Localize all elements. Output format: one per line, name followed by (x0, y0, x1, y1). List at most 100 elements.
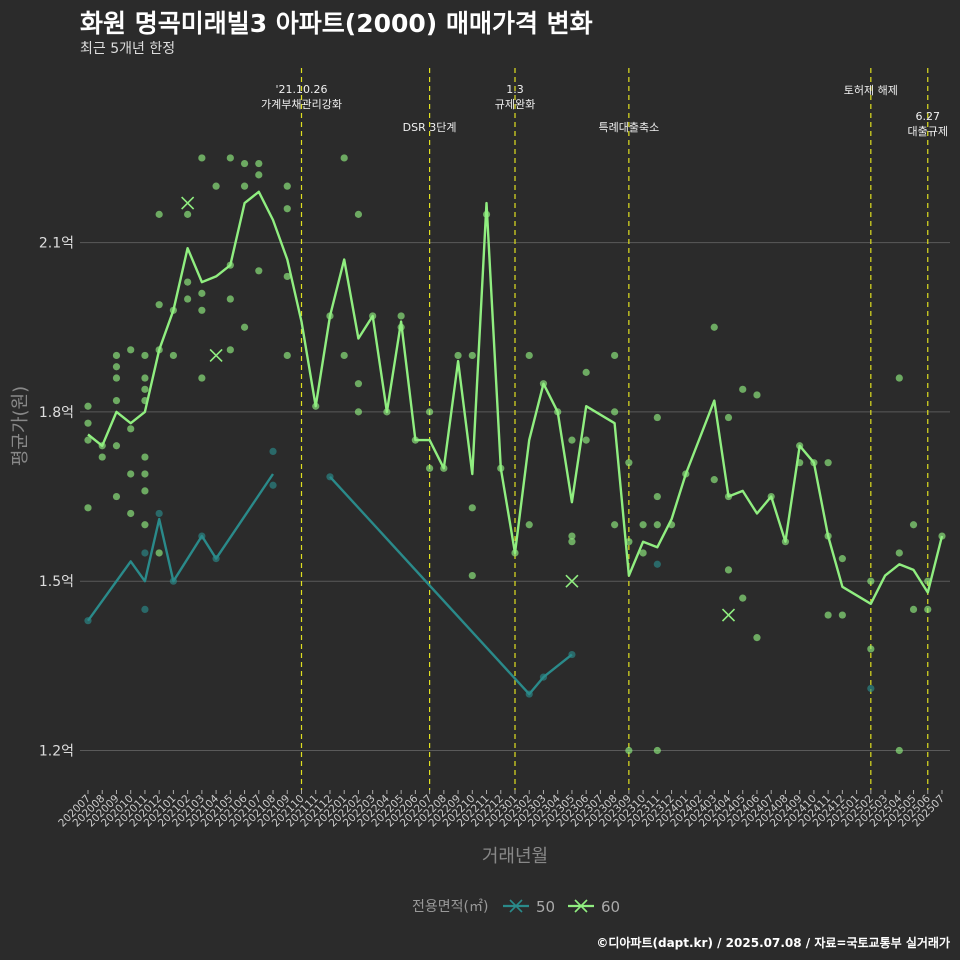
data-point-60 (112, 397, 121, 405)
data-point-60 (653, 413, 661, 422)
data-point-60 (141, 385, 149, 393)
event-label: 특례대출축소 (598, 121, 659, 134)
data-point-60 (653, 746, 661, 755)
data-point-60 (127, 509, 135, 518)
data-point-60 (454, 351, 462, 360)
data-point-60 (838, 611, 846, 619)
data-point-60 (468, 571, 476, 580)
data-point-60 (582, 436, 590, 444)
event-label: 6.27 (916, 110, 941, 123)
data-point-60 (198, 154, 206, 162)
data-point-60 (824, 611, 832, 619)
cross-marker-60 (181, 196, 195, 210)
series-line-50 (329, 475, 573, 696)
data-point-60 (155, 210, 163, 218)
data-point-60 (895, 374, 903, 382)
data-point-60 (924, 605, 932, 614)
data-point-60 (340, 154, 348, 162)
data-point-60 (98, 453, 106, 461)
data-point-60 (112, 351, 121, 360)
data-point-60 (141, 453, 149, 461)
x-axis-title: 거래년월 (482, 846, 548, 867)
data-point-60 (283, 351, 291, 360)
data-point-60 (184, 295, 192, 303)
data-point-50 (141, 549, 149, 557)
data-point-60 (568, 436, 576, 444)
cross-marker-60 (721, 608, 736, 622)
data-point-60 (283, 182, 291, 190)
data-point-60 (824, 459, 832, 467)
data-point-60 (184, 210, 192, 218)
data-point-60 (582, 368, 590, 376)
y-axis-title: 평균가(원) (10, 386, 31, 466)
data-point-60 (112, 374, 121, 382)
series-line-50 (87, 473, 274, 622)
data-point-60 (112, 363, 121, 371)
cross-marker-60 (209, 348, 223, 363)
data-point-60 (753, 634, 761, 642)
data-point-60 (255, 159, 263, 168)
chart-subtitle: 최근 5개년 한정 (80, 41, 176, 57)
legend-title: 전용면적(㎡) (412, 899, 488, 915)
event-label: 토허제 해제 (844, 83, 898, 97)
data-point-60 (710, 476, 718, 484)
data-point-60 (127, 470, 135, 478)
data-point-60 (739, 594, 747, 602)
data-point-50 (141, 605, 149, 614)
legend-marker-50 (509, 899, 523, 913)
data-point-60 (909, 521, 918, 529)
data-point-60 (611, 408, 619, 416)
data-point-60 (155, 549, 163, 557)
data-point-60 (426, 408, 434, 416)
data-point-60 (226, 295, 234, 303)
data-point-60 (895, 746, 903, 755)
data-point-50 (653, 560, 661, 568)
data-point-60 (426, 464, 434, 472)
data-point-60 (240, 159, 249, 168)
data-point-60 (753, 391, 761, 399)
event-label: '21.10.26 (275, 83, 327, 96)
series-line-60 (87, 190, 944, 605)
y-tick-label: 1.5억 (39, 574, 74, 590)
data-point-60 (127, 346, 135, 354)
y-tick-label: 1.8억 (39, 405, 74, 421)
data-point-60 (226, 346, 234, 354)
data-point-50 (155, 509, 163, 518)
data-point-60 (141, 374, 149, 382)
data-point-60 (141, 470, 149, 478)
legend-label-60: 60 (601, 898, 620, 916)
data-point-60 (710, 323, 718, 331)
data-point-60 (141, 521, 149, 529)
data-point-60 (525, 351, 533, 360)
data-point-60 (198, 374, 206, 382)
event-label: DSR 3단계 (403, 121, 457, 134)
data-point-60 (240, 323, 249, 331)
legend-marker-60 (574, 899, 588, 913)
y-tick-label: 1.2억 (39, 743, 74, 759)
data-point-60 (568, 532, 576, 540)
data-point-60 (155, 301, 163, 309)
data-point-60 (525, 521, 533, 529)
data-point-60 (255, 267, 263, 275)
data-point-60 (169, 351, 177, 360)
data-point-60 (838, 555, 846, 563)
data-point-60 (84, 436, 92, 444)
data-point-60 (340, 351, 348, 360)
y-tick-label: 2.1억 (39, 236, 74, 252)
data-point-60 (354, 380, 363, 388)
event-label: 대출규제 (908, 125, 948, 138)
data-point-60 (568, 538, 576, 546)
data-point-60 (84, 419, 92, 427)
data-point-60 (397, 312, 405, 320)
event-label: 가계부채관리강화 (261, 98, 342, 111)
data-point-60 (84, 402, 92, 410)
data-point-50 (269, 481, 277, 489)
legend-label-50: 50 (536, 898, 555, 916)
data-point-50 (269, 447, 277, 455)
data-point-60 (639, 549, 647, 557)
data-point-60 (724, 413, 733, 422)
data-point-60 (283, 205, 291, 213)
data-point-60 (354, 210, 363, 218)
data-point-60 (625, 459, 633, 467)
